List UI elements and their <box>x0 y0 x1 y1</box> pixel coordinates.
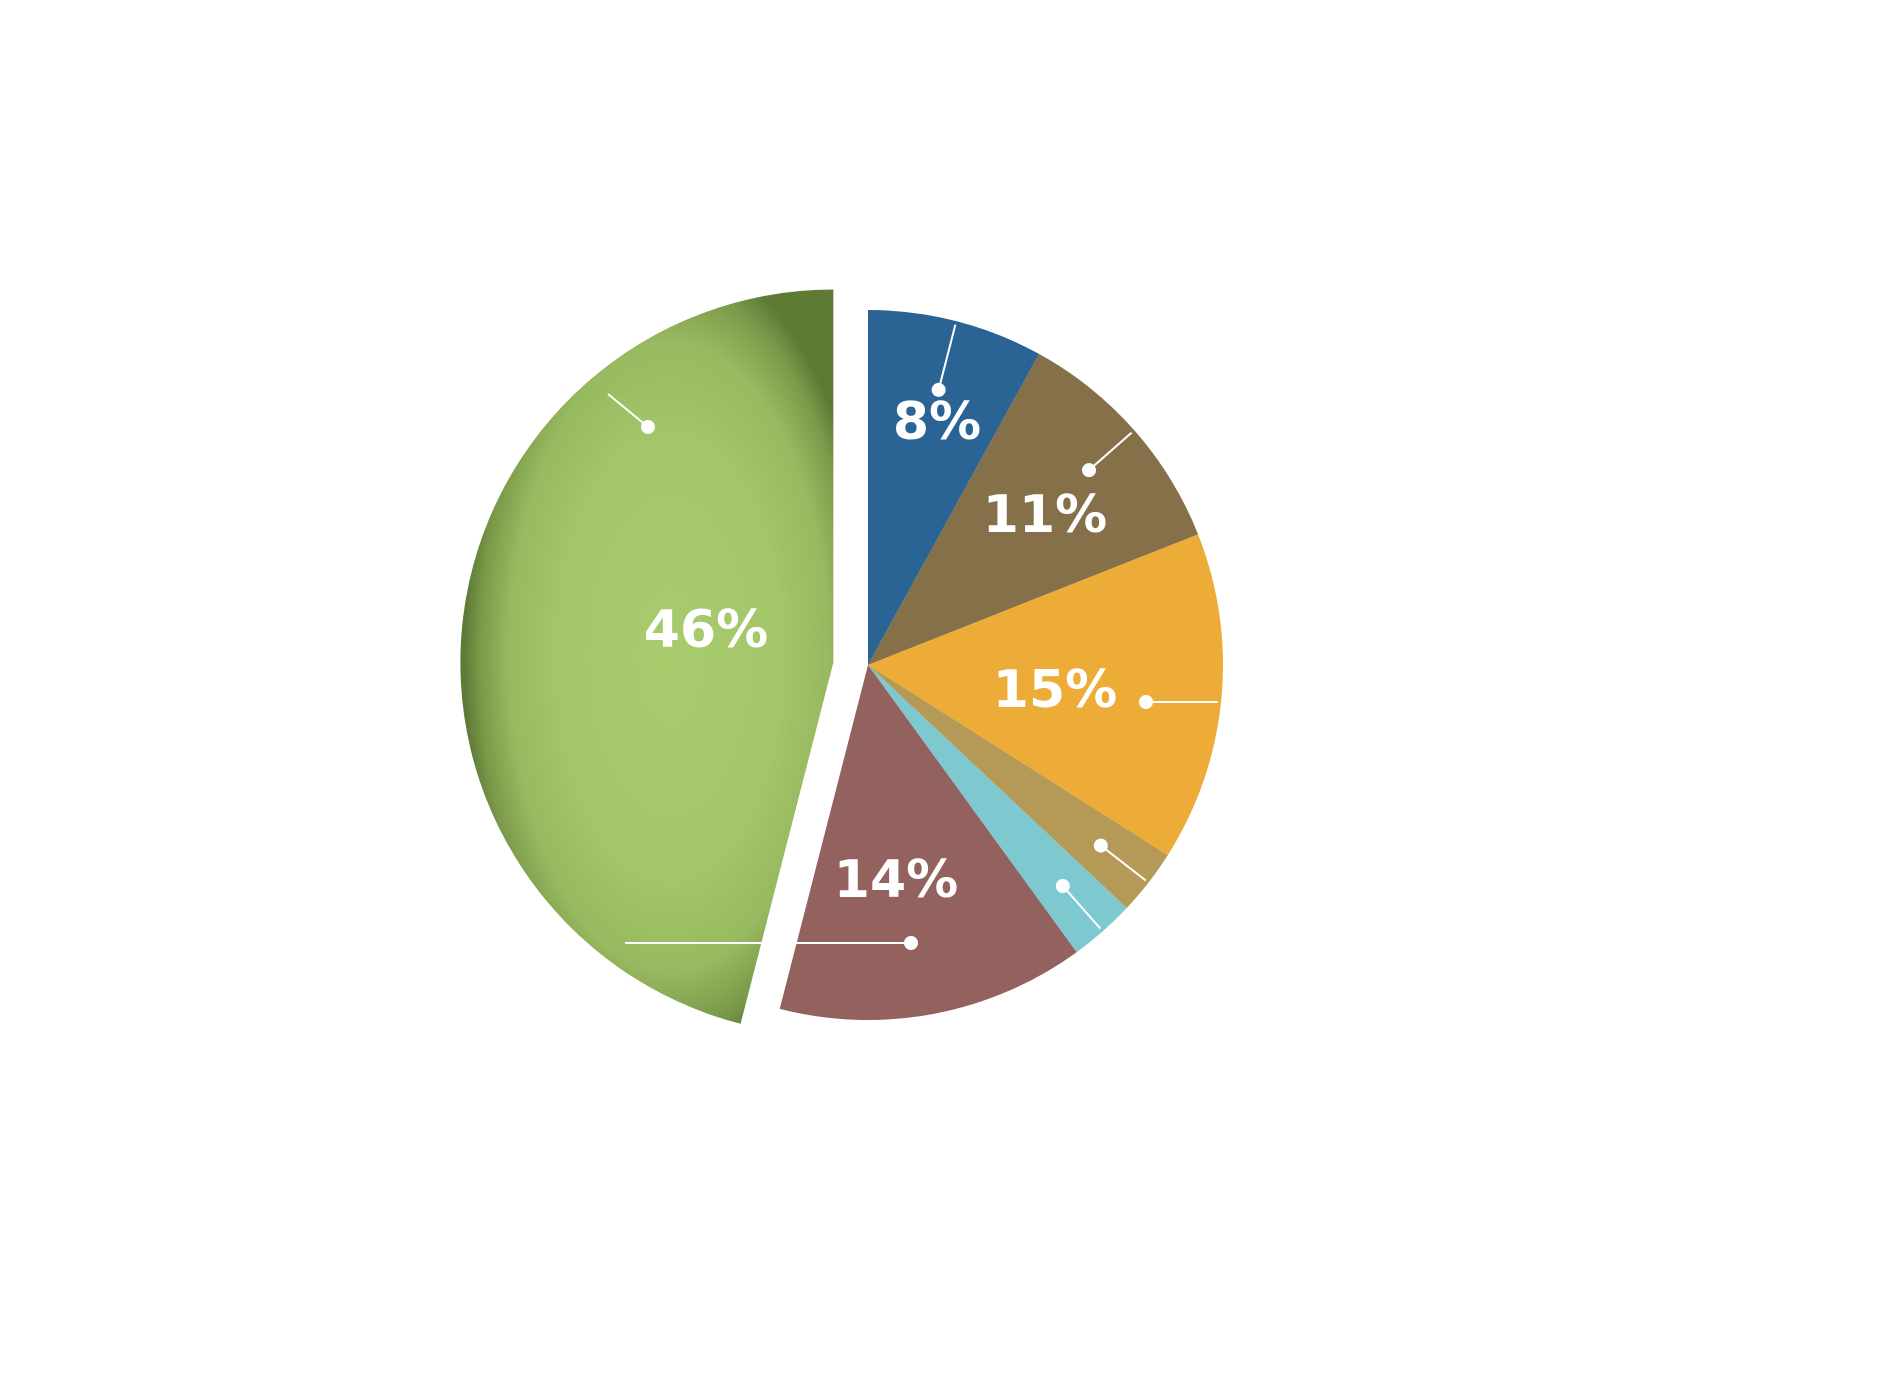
leader-stroke-5 <box>1062 885 1102 930</box>
leader-line-6 <box>625 936 918 950</box>
leader-dot-5 <box>1055 879 1070 894</box>
leader-stroke-2 <box>1088 431 1133 471</box>
leader-line-7 <box>607 393 655 434</box>
leader-dot-3 <box>1139 695 1153 709</box>
pie-slices <box>460 289 1224 1024</box>
slice-label-6: 14% <box>834 850 958 910</box>
pie-slice-6 <box>779 665 1077 1021</box>
slice-label-2: 11% <box>983 485 1107 545</box>
leader-dot-7 <box>641 420 655 434</box>
leader-lines <box>607 324 1218 950</box>
slice-label-1: 8% <box>893 392 981 452</box>
pie-slice-2 <box>868 353 1199 665</box>
leader-line-3 <box>1139 695 1218 709</box>
slice-labels: 8%11% 15% 14% 46% <box>644 392 1117 910</box>
leader-dot-1 <box>931 382 946 397</box>
leader-line-2 <box>1082 431 1133 478</box>
pie-slice-1 <box>868 310 1040 665</box>
leader-stroke-7 <box>607 393 649 428</box>
leader-dot-2 <box>1082 463 1097 478</box>
slice-label-7: 46% <box>644 600 768 660</box>
leader-stroke-1 <box>937 324 957 391</box>
pie-slice-4 <box>868 665 1168 909</box>
pie-slice-3 <box>868 534 1224 856</box>
slice-label-3: 15% <box>993 660 1117 720</box>
leader-line-4 <box>1093 838 1147 882</box>
leader-dot-4 <box>1093 838 1108 853</box>
leader-stroke-4 <box>1100 844 1147 882</box>
leader-dot-6 <box>904 936 918 950</box>
leader-line-1 <box>931 324 957 397</box>
pie-slice-7 <box>460 289 834 1024</box>
leader-line-5 <box>1055 879 1102 930</box>
